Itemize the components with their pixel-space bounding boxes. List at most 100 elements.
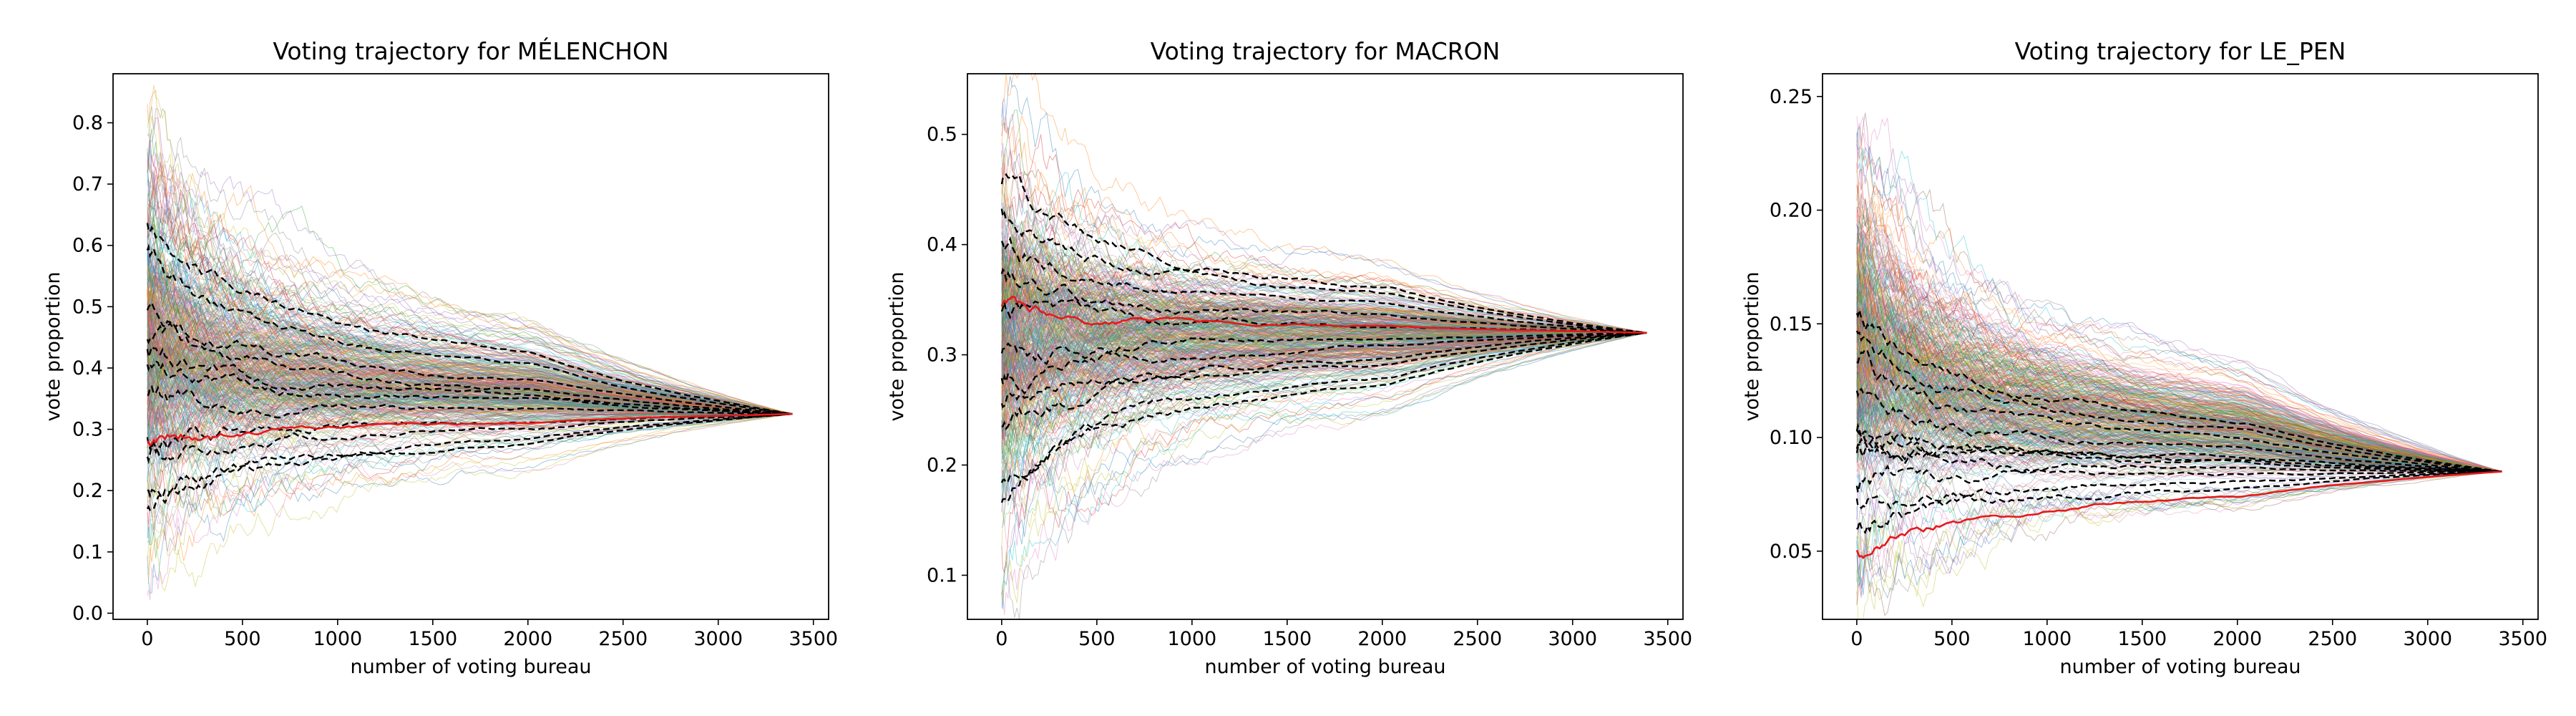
y-tick-label: 0.0 <box>72 602 103 624</box>
trajectory-line <box>147 347 793 415</box>
trajectory-line <box>147 385 793 429</box>
trajectory-line <box>147 335 793 415</box>
trajectory-line <box>147 334 793 415</box>
trajectory-line <box>147 300 793 415</box>
trajectory-line <box>147 335 793 415</box>
trajectory-line <box>147 213 793 415</box>
trajectory-line <box>1856 471 2502 619</box>
y-tick-label: 0.1 <box>72 541 103 563</box>
x-axis-label: number of voting bureau <box>1204 656 1445 678</box>
x-tick-label: 1500 <box>408 628 457 650</box>
x-tick-label: 1500 <box>1262 628 1312 650</box>
trajectory-line <box>147 307 793 415</box>
trajectory-line <box>147 285 793 415</box>
trajectory-line <box>147 358 793 415</box>
trajectory-line <box>147 280 793 415</box>
y-tick-label: 0.4 <box>927 234 957 256</box>
trajectory-line <box>147 212 793 415</box>
chart-panel-2: 0 500 1000 1500 2000 2500 3000 3500 0.1 0.2 0.3 0.4… <box>886 37 1692 678</box>
trajectory-line <box>147 352 793 415</box>
trajectory-line <box>147 283 793 415</box>
trajectory-line <box>147 280 793 415</box>
trajectory-line <box>147 351 793 415</box>
trajectory-line <box>147 337 793 415</box>
trajectory-line <box>147 362 793 415</box>
trajectory-line <box>147 413 793 450</box>
trajectory-line <box>147 372 793 415</box>
trajectory-line <box>147 302 793 415</box>
trajectory-line <box>147 264 793 415</box>
trajectory-line <box>147 323 793 415</box>
trajectory-line <box>147 410 793 462</box>
trajectory-line <box>147 310 793 415</box>
trajectory-line <box>147 310 793 415</box>
trajectory-line <box>147 276 793 415</box>
trajectory-line <box>147 306 793 415</box>
trajectory-line <box>147 251 793 415</box>
x-tick-label: 3000 <box>1548 628 1597 650</box>
trajectory-line <box>147 309 793 415</box>
trajectory-line <box>147 403 793 442</box>
trajectory-line <box>147 302 793 415</box>
trajectory-line <box>1856 471 2502 599</box>
trajectory-line <box>147 348 793 415</box>
trajectory-line <box>147 340 793 415</box>
y-tick-label: 0.3 <box>72 419 103 441</box>
trajectory-line <box>147 351 793 415</box>
trajectory-line <box>147 319 793 415</box>
trajectory-line <box>147 223 793 415</box>
trajectory-line <box>147 290 793 415</box>
trajectory-line <box>147 374 793 435</box>
trajectory-line <box>147 376 793 415</box>
trajectory-line <box>147 342 793 417</box>
trajectory-line <box>147 304 793 415</box>
trajectory-line <box>147 371 793 415</box>
trajectory-line <box>147 395 793 431</box>
trajectory-line <box>147 343 793 415</box>
trajectory-line <box>147 382 793 423</box>
x-tick-label: 1000 <box>2022 628 2072 650</box>
trajectory-line <box>147 355 793 415</box>
trajectory-line <box>147 351 793 415</box>
trajectory-line <box>147 117 793 415</box>
trajectory-line <box>147 304 793 415</box>
trajectory-line <box>147 282 793 415</box>
x-tick-label: 2500 <box>598 628 648 650</box>
trajectory-line <box>147 412 793 449</box>
trajectory-line <box>147 352 793 415</box>
trajectory-line <box>147 263 793 415</box>
trajectory-line <box>147 302 793 415</box>
trajectory-line <box>1001 109 1647 334</box>
y-tick-label: 0.5 <box>72 296 103 318</box>
y-tick-label: 0.6 <box>72 235 103 257</box>
trajectory-line <box>147 294 793 415</box>
trajectory-line <box>147 267 793 415</box>
trajectory-line <box>147 180 793 415</box>
trajectory-line <box>147 247 793 415</box>
trajectory-line <box>147 374 793 433</box>
trajectory-line <box>147 379 793 419</box>
trajectory-line <box>147 369 793 415</box>
y-tick-label: 0.2 <box>72 480 103 502</box>
trajectory-line <box>147 283 793 415</box>
trajectory-line <box>147 373 793 424</box>
y-tick-label: 0.3 <box>927 344 957 367</box>
trajectory-line <box>147 364 793 415</box>
trajectory-line <box>147 413 793 494</box>
y-tick-label: 0.2 <box>927 454 957 476</box>
trajectory-line <box>147 267 793 415</box>
trajectory-line <box>147 372 793 415</box>
trajectory-line <box>147 316 793 415</box>
trajectory-line <box>147 369 793 415</box>
trajectory-line <box>147 169 793 415</box>
trajectory-line <box>147 267 793 415</box>
x-axis-label: number of voting bureau <box>2059 656 2301 678</box>
trajectory-line <box>147 313 793 415</box>
trajectory-line <box>147 321 793 415</box>
y-tick-label: 0.1 <box>927 564 957 586</box>
trajectory-line <box>147 311 793 415</box>
y-tick-label: 0.7 <box>72 173 103 195</box>
trajectory-line <box>147 299 793 415</box>
trajectory-line <box>147 316 793 415</box>
